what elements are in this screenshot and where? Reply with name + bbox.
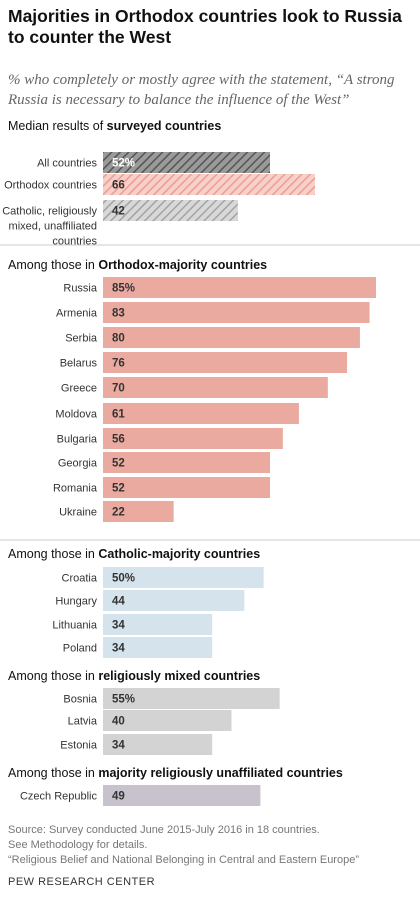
- value-label: 80: [112, 333, 125, 345]
- category-label: Estonia: [60, 740, 98, 752]
- bar: [103, 403, 299, 424]
- value-label: 85%: [112, 283, 135, 295]
- methodology-note: See Methodology for details.: [8, 839, 148, 851]
- category-label: Bosnia: [63, 694, 98, 706]
- category-label: Greece: [61, 383, 97, 395]
- value-label: 52%: [112, 158, 135, 170]
- category-label: Russia: [63, 283, 98, 295]
- category-label: Czech Republic: [20, 791, 98, 803]
- value-label: 76: [112, 358, 125, 370]
- value-label: 61: [112, 409, 125, 421]
- bar: [103, 428, 283, 449]
- value-label: 34: [112, 620, 125, 632]
- report-title: “Religious Belief and National Belonging…: [8, 854, 359, 866]
- source-note: Source: Survey conducted June 2015-July …: [8, 824, 320, 836]
- brand-logo-text: PEW RESEARCH CENTER: [8, 876, 156, 888]
- chart-subtitle: % who completely or mostly agree with th…: [8, 72, 395, 108]
- value-label: 55%: [112, 694, 135, 706]
- value-label: 52: [112, 458, 125, 470]
- value-label: 83: [112, 308, 125, 320]
- value-label: 50%: [112, 573, 135, 585]
- category-label: Belarus: [60, 358, 98, 370]
- value-label: 52: [112, 483, 125, 495]
- bar: [103, 614, 213, 635]
- group-heading: Among those in religiously mixed countri…: [8, 669, 260, 683]
- bar: [103, 501, 174, 522]
- category-label: Latvia: [68, 716, 98, 728]
- category-label: Hungary: [55, 596, 97, 608]
- group-heading: Among those in Catholic-majority countri…: [8, 547, 260, 561]
- value-label: 56: [112, 434, 125, 446]
- bar: [103, 152, 271, 173]
- group-heading: Median results of surveyed countries: [8, 119, 221, 133]
- category-label: Armenia: [56, 308, 98, 320]
- value-label: 34: [112, 740, 125, 752]
- bar: [103, 477, 271, 498]
- bar: [103, 174, 315, 195]
- category-label: Moldova: [55, 409, 97, 421]
- value-label: 22: [112, 507, 125, 519]
- footer: Source: Survey conducted June 2015-July …: [8, 823, 412, 868]
- bar: [103, 637, 213, 658]
- bar: [103, 452, 271, 473]
- category-label: Orthodox countries: [4, 180, 97, 192]
- bar: [103, 785, 261, 806]
- value-label: 40: [112, 716, 125, 728]
- bar: [103, 710, 232, 731]
- category-label: Catholic, religiously mixed, unaffiliated…: [2, 206, 97, 248]
- bar: [103, 590, 245, 611]
- category-label: Serbia: [65, 333, 98, 345]
- group-heading: Among those in majority religiously unaf…: [8, 766, 343, 780]
- category-label: Romania: [53, 483, 98, 495]
- bar: [103, 302, 370, 323]
- bar: [103, 327, 360, 348]
- value-label: 44: [112, 596, 125, 608]
- category-label: Poland: [63, 643, 97, 655]
- bar: [103, 377, 328, 398]
- chart-title: Majorities in Orthodox countries look to…: [8, 6, 402, 47]
- bar: [103, 688, 280, 709]
- category-label: Ukraine: [59, 507, 97, 519]
- value-label: 34: [112, 643, 125, 655]
- value-label: 70: [112, 383, 125, 395]
- bar: [103, 352, 348, 373]
- category-label: Georgia: [58, 458, 98, 470]
- bar-chart: Median results of surveyed countries All …: [0, 119, 420, 806]
- bar: [103, 734, 213, 755]
- category-label: Lithuania: [52, 620, 98, 632]
- value-label: 49: [112, 791, 125, 803]
- bar: [103, 567, 264, 588]
- category-label: Croatia: [62, 573, 98, 585]
- category-label: Bulgaria: [57, 434, 98, 446]
- bar: [103, 277, 376, 298]
- value-label: 66: [112, 180, 125, 192]
- group-heading: Among those in Orthodox-majority countri…: [8, 258, 267, 272]
- bar: [103, 200, 238, 221]
- category-label: All countries: [37, 158, 97, 170]
- value-label: 42: [112, 206, 125, 218]
